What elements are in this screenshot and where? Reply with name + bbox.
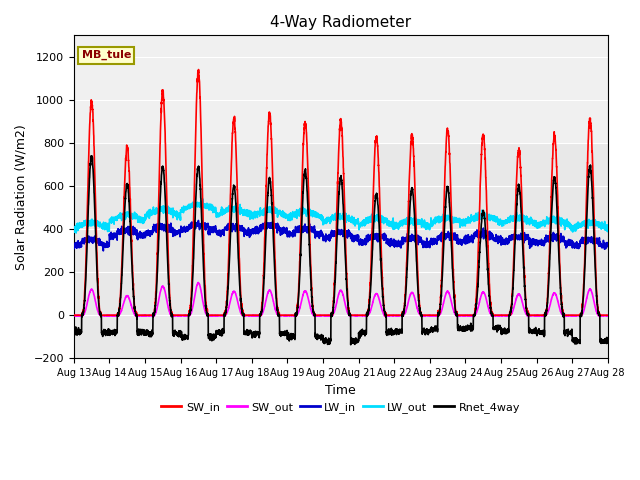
SW_out: [604, 313, 612, 319]
SW_out: [420, 313, 428, 319]
Rnet_4way: [88, 153, 95, 158]
Rnet_4way: [70, 332, 77, 337]
Rnet_4way: [604, 340, 612, 346]
SW_in: [604, 312, 612, 318]
Rnet_4way: [491, 326, 499, 332]
Bar: [74, 36, 608, 143]
Rnet_4way: [166, 302, 173, 308]
SW_in: [604, 312, 611, 318]
LW_in: [321, 236, 329, 241]
SW_out: [431, 313, 439, 319]
Line: SW_in: SW_in: [74, 70, 608, 315]
Title: 4-Way Radiometer: 4-Way Radiometer: [270, 15, 412, 30]
SW_in: [70, 312, 77, 318]
SW_in: [461, 312, 468, 318]
LW_in: [604, 241, 611, 247]
SW_in: [166, 292, 173, 298]
Rnet_4way: [321, 338, 328, 344]
Rnet_4way: [604, 340, 611, 346]
LW_in: [195, 217, 202, 223]
SW_out: [461, 312, 468, 318]
Line: LW_out: LW_out: [74, 199, 608, 233]
Line: LW_in: LW_in: [74, 220, 608, 251]
Rnet_4way: [347, 342, 355, 348]
LW_in: [604, 243, 612, 249]
LW_in: [99, 248, 107, 254]
LW_out: [491, 215, 499, 221]
Line: SW_out: SW_out: [74, 283, 608, 316]
SW_out: [321, 313, 328, 319]
SW_in: [321, 312, 328, 318]
LW_in: [431, 239, 439, 244]
Rnet_4way: [461, 325, 468, 331]
LW_in: [166, 227, 173, 232]
X-axis label: Time: Time: [325, 384, 356, 396]
LW_in: [461, 236, 468, 242]
LW_out: [431, 218, 439, 224]
LW_out: [72, 230, 80, 236]
SW_out: [195, 280, 202, 286]
LW_out: [199, 196, 207, 202]
LW_out: [321, 220, 329, 226]
Line: Rnet_4way: Rnet_4way: [74, 156, 608, 345]
SW_in: [431, 312, 438, 318]
SW_out: [70, 312, 77, 318]
LW_out: [70, 227, 77, 232]
Text: MB_tule: MB_tule: [82, 50, 131, 60]
Legend: SW_in, SW_out, LW_in, LW_out, Rnet_4way: SW_in, SW_out, LW_in, LW_out, Rnet_4way: [157, 397, 525, 417]
LW_in: [70, 242, 77, 248]
Rnet_4way: [431, 328, 439, 334]
LW_out: [604, 228, 612, 234]
SW_in: [195, 67, 202, 72]
SW_out: [604, 312, 611, 318]
LW_in: [491, 235, 499, 241]
SW_in: [491, 312, 499, 318]
LW_out: [604, 224, 611, 230]
SW_out: [166, 310, 173, 315]
LW_out: [461, 220, 468, 226]
Y-axis label: Solar Radiation (W/m2): Solar Radiation (W/m2): [15, 124, 28, 270]
SW_out: [491, 313, 499, 319]
LW_out: [166, 208, 173, 214]
